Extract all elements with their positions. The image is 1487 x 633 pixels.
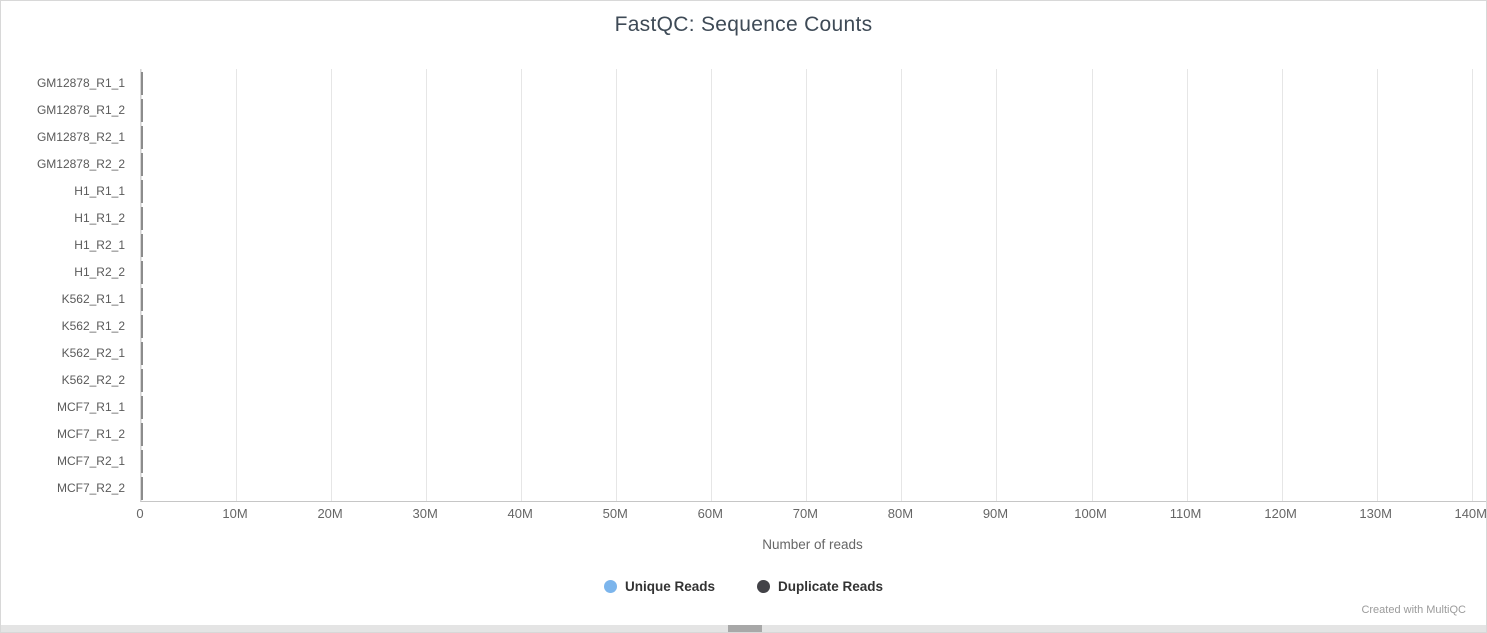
gridline xyxy=(1281,69,1283,501)
legend-item-duplicate-reads[interactable]: Duplicate Reads xyxy=(756,579,884,594)
x-tick-label: 10M xyxy=(222,506,248,521)
x-tick-label: 20M xyxy=(317,506,343,521)
bar-row xyxy=(141,423,143,446)
gridline xyxy=(331,69,333,501)
bar-row xyxy=(141,72,143,95)
x-tick-label: 60M xyxy=(697,506,723,521)
category-label: GM12878_R1_2 xyxy=(36,102,125,117)
bar-row xyxy=(141,126,143,149)
gridline xyxy=(521,69,523,501)
category-label: K562_R1_2 xyxy=(61,318,125,333)
gridline xyxy=(1091,69,1093,501)
x-tick-label: 140M xyxy=(1454,506,1487,521)
gridline xyxy=(1186,69,1188,501)
category-label: GM12878_R2_2 xyxy=(36,156,125,171)
bar-row xyxy=(141,342,143,365)
bar-row xyxy=(141,234,143,257)
x-tick-label: 0 xyxy=(136,506,144,521)
legend-marker-icon xyxy=(603,580,617,593)
gridline xyxy=(141,69,142,501)
x-tick-label: 90M xyxy=(982,506,1009,521)
x-axis-tick-labels: 0 10M 20M 30M 40M 50M 60M 70M 80M 90M 100M 110M 120M… xyxy=(136,506,1487,522)
category-label: GM12878_R2_1 xyxy=(36,129,125,144)
chart-legend: Unique Reads Duplicate Reads xyxy=(1,579,1486,594)
gridline xyxy=(426,69,428,501)
gridline xyxy=(1376,69,1378,501)
x-tick-label: 100M xyxy=(1074,506,1107,521)
bar-row xyxy=(141,207,143,230)
legend-item-unique-reads[interactable]: Unique Reads xyxy=(603,579,715,594)
gridline xyxy=(996,69,998,501)
category-label: MCF7_R2_2 xyxy=(56,480,125,495)
horizontal-scrollbar-thumb[interactable] xyxy=(728,625,762,632)
x-tick-label: 30M xyxy=(412,506,438,521)
x-axis-title: Number of reads xyxy=(762,537,863,552)
bar-row xyxy=(141,288,143,311)
x-tick-label: 80M xyxy=(887,506,914,521)
bar-row xyxy=(141,99,143,122)
bar-row xyxy=(141,261,143,284)
plot-area xyxy=(140,69,1486,502)
category-label: K562_R1_1 xyxy=(61,291,125,306)
credits-link[interactable]: Created with MultiQC xyxy=(1361,604,1466,616)
bar-row xyxy=(141,450,143,473)
gridline xyxy=(711,69,713,501)
legend-label: Duplicate Reads xyxy=(777,579,884,594)
bar-row xyxy=(141,153,143,176)
x-tick-label: 120M xyxy=(1264,506,1297,521)
legend-marker-icon xyxy=(756,580,770,593)
gridline xyxy=(806,69,808,501)
gridline xyxy=(616,69,618,501)
category-label: H1_R2_2 xyxy=(74,264,125,279)
x-tick-label: 70M xyxy=(792,506,819,521)
gridline xyxy=(236,69,238,501)
gridline xyxy=(1471,69,1473,501)
bar-row xyxy=(141,180,143,203)
category-label: GM12878_R1_1 xyxy=(36,75,125,90)
x-tick-label: 50M xyxy=(602,506,628,521)
category-label: H1_R1_1 xyxy=(74,183,125,198)
category-label: K562_R2_1 xyxy=(61,345,125,360)
x-tick-label: 110M xyxy=(1169,506,1202,521)
legend-label: Unique Reads xyxy=(624,579,715,594)
gridline xyxy=(901,69,903,501)
bar-row xyxy=(141,369,143,392)
category-label: H1_R2_1 xyxy=(74,237,125,252)
category-labels: GM12878_R1_1 GM12878_R1_2 GM12878_R2_1 GM12… xyxy=(1,69,134,501)
category-label: K562_R2_2 xyxy=(61,372,125,387)
x-tick-label: 130M xyxy=(1359,506,1392,521)
bar-row xyxy=(141,396,143,419)
bar-row xyxy=(141,315,143,338)
x-tick-label: 40M xyxy=(507,506,533,521)
category-label: MCF7_R2_1 xyxy=(56,453,125,468)
bar-row xyxy=(141,477,143,500)
horizontal-scrollbar[interactable] xyxy=(1,625,1486,632)
category-label: H1_R1_2 xyxy=(74,210,125,225)
category-label: MCF7_R1_2 xyxy=(56,426,125,441)
category-label: MCF7_R1_1 xyxy=(56,399,125,414)
chart-title: FastQC: Sequence Counts xyxy=(614,13,873,36)
